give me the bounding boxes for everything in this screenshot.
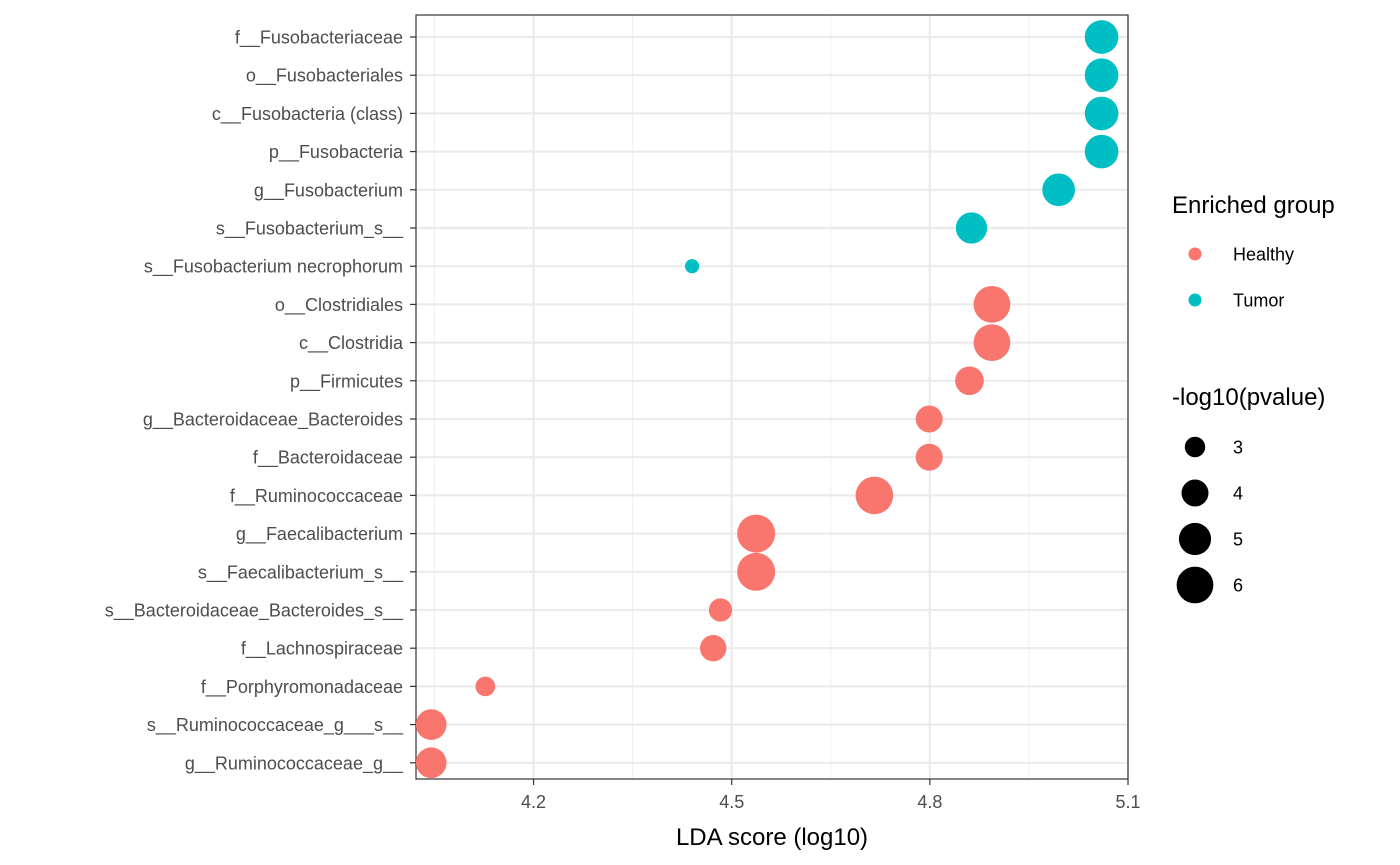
legend-title-pvalue: -log10(pvalue) bbox=[1172, 384, 1325, 411]
data-point bbox=[955, 212, 988, 244]
y-tick-label: g__Ruminococcaceae_g__ bbox=[185, 753, 404, 774]
y-tick-label: g__Faecalibacterium bbox=[236, 524, 403, 545]
x-tick-label: 4.8 bbox=[917, 792, 942, 812]
legend-size-label: 4 bbox=[1233, 484, 1243, 504]
legend-label-tumor: Tumor bbox=[1233, 291, 1284, 311]
y-tick-label: s__Fusobacterium_s__ bbox=[216, 219, 404, 240]
y-axis: f__Fusobacteriaceae o__Fusobacteriales c__… bbox=[105, 28, 416, 774]
y-tick-label: g__Bacteroidaceae_Bacteroides bbox=[143, 410, 403, 431]
data-point bbox=[915, 405, 943, 433]
legend-size-key bbox=[1184, 436, 1206, 458]
data-point bbox=[1084, 58, 1119, 93]
x-tick-label: 4.5 bbox=[719, 792, 744, 812]
data-point bbox=[415, 747, 447, 779]
legend-pvalue-size: -log10(pvalue) 3 4 5 6 bbox=[1172, 384, 1325, 604]
points bbox=[415, 20, 1119, 779]
data-point bbox=[955, 366, 984, 396]
x-axis: 4.2 4.5 4.8 5.1 bbox=[521, 779, 1141, 812]
data-point bbox=[708, 598, 733, 622]
y-tick-label: o__Clostridiales bbox=[275, 295, 403, 316]
data-point bbox=[415, 709, 447, 740]
y-tick-label: p__Fusobacteria bbox=[269, 142, 404, 163]
legend-label-healthy: Healthy bbox=[1233, 245, 1294, 265]
legend-size-key bbox=[1181, 479, 1209, 507]
legend-enriched-group: Enriched group Healthy Tumor bbox=[1172, 192, 1335, 311]
data-point bbox=[475, 676, 496, 697]
data-point bbox=[1042, 173, 1076, 207]
y-tick-label: c__Fusobacteria (class) bbox=[212, 104, 403, 125]
y-tick-label: g__Fusobacterium bbox=[254, 180, 403, 201]
y-tick-label: f__Ruminococcaceae bbox=[230, 486, 403, 507]
legend-size-label: 3 bbox=[1233, 438, 1243, 458]
x-tick-label: 5.1 bbox=[1115, 792, 1140, 812]
y-tick-label: f__Fusobacteriaceae bbox=[235, 28, 403, 49]
y-tick-label: f__Bacteroidaceae bbox=[253, 448, 403, 469]
y-tick-label: s__Faecalibacterium_s__ bbox=[198, 562, 404, 583]
data-point bbox=[737, 552, 776, 591]
data-point bbox=[973, 324, 1011, 361]
data-point bbox=[700, 634, 727, 662]
legend-size-key bbox=[1178, 522, 1212, 556]
y-tick-label: o__Fusobacteriales bbox=[246, 66, 403, 87]
y-tick-label: s__Fusobacterium necrophorum bbox=[144, 257, 403, 278]
data-point bbox=[737, 514, 776, 553]
data-point bbox=[915, 443, 943, 471]
legend-size-label: 5 bbox=[1233, 530, 1243, 550]
legend-key-tumor bbox=[1188, 293, 1202, 307]
data-point bbox=[855, 476, 894, 515]
data-point bbox=[1084, 134, 1119, 169]
legend-size-key bbox=[1176, 566, 1214, 604]
legend-key-healthy bbox=[1188, 247, 1202, 261]
panel-border bbox=[415, 14, 1129, 780]
legend-title-enriched-group: Enriched group bbox=[1172, 192, 1335, 219]
data-point bbox=[1084, 96, 1119, 131]
data-point bbox=[973, 286, 1011, 323]
data-point bbox=[1084, 20, 1119, 54]
legend-size-label: 6 bbox=[1233, 576, 1243, 596]
y-tick-label: f__Lachnospiraceae bbox=[241, 639, 403, 660]
x-axis-title: LDA score (log10) bbox=[676, 824, 868, 851]
y-tick-label: f__Porphyromonadaceae bbox=[201, 677, 403, 698]
data-point bbox=[685, 259, 700, 274]
y-tick-label: c__Clostridia bbox=[299, 333, 404, 354]
y-tick-label: p__Firmicutes bbox=[290, 371, 403, 392]
grid bbox=[416, 15, 1130, 779]
y-tick-label: s__Bacteroidaceae_Bacteroides_s__ bbox=[105, 601, 404, 622]
y-tick-label: s__Ruminococcaceae_g___s__ bbox=[147, 715, 404, 736]
x-tick-label: 4.2 bbox=[521, 792, 546, 812]
